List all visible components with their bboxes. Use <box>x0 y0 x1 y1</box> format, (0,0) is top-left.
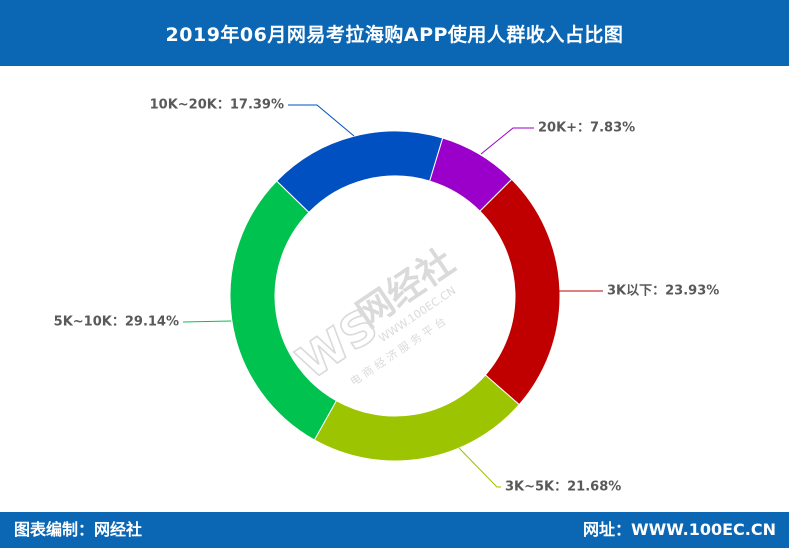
footer-bar: 图表编制：网经社 网址：WWW.100EC.CN <box>0 512 789 548</box>
donut-slice-4 <box>275 130 444 214</box>
watermark: WS 网经社 WWW.100EC.CN 电 商 经 济 服 务 平 台 <box>286 241 462 390</box>
donut-slices <box>229 130 561 462</box>
leader-line-4 <box>288 104 355 137</box>
leader-lines <box>182 104 603 488</box>
data-label-2: 3K~5K：21.68% <box>505 480 621 495</box>
donut-slice-5 <box>429 137 513 212</box>
title-bar: 2019年06月网易考拉海购APP使用人群收入占比图 <box>0 0 789 66</box>
donut-slice-3 <box>229 180 338 441</box>
leader-line-5 <box>480 127 534 155</box>
footer-source: 图表编制：网经社 <box>14 520 143 539</box>
data-label-3: 5K~10K：29.14% <box>54 315 179 330</box>
leader-line-2 <box>458 447 501 488</box>
donut-slice-1 <box>479 178 561 406</box>
data-label-5: 20K+：7.83% <box>538 121 635 136</box>
chart-title: 2019年06月网易考拉海购APP使用人群收入占比图 <box>165 23 624 46</box>
data-label-4: 10K~20K：17.39% <box>150 98 284 113</box>
leader-line-3 <box>182 320 232 323</box>
footer-website: 网址：WWW.100EC.CN <box>582 520 776 539</box>
donut-slice-2 <box>313 374 520 462</box>
data-labels: 3K以下：23.93% 3K~5K：21.68% 5K~10K：29.14% 10K~… <box>54 98 720 495</box>
data-label-1: 3K以下：23.93% <box>607 284 719 299</box>
